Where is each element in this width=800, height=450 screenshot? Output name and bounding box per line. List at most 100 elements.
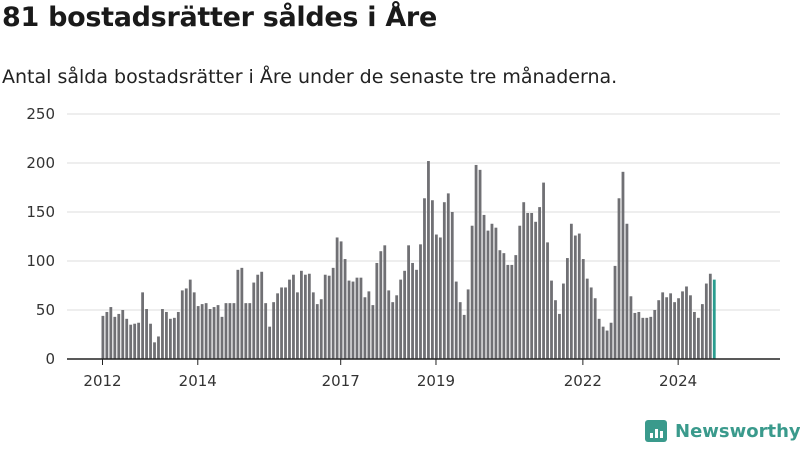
bar — [609, 322, 613, 359]
bar — [423, 198, 426, 359]
bar — [689, 295, 692, 359]
x-tick-label: 2019 — [417, 372, 455, 390]
bar — [446, 193, 450, 359]
bar — [284, 287, 287, 359]
x-tick-label: 2017 — [322, 372, 360, 390]
bar — [347, 280, 351, 359]
bar — [438, 237, 442, 359]
bar — [196, 306, 200, 359]
y-tick-label: 50 — [36, 301, 55, 319]
bar — [558, 313, 561, 359]
bar — [569, 223, 573, 359]
bar — [125, 318, 129, 359]
bar — [141, 292, 144, 359]
bar — [589, 287, 593, 359]
bar — [129, 324, 133, 359]
bar — [161, 309, 164, 359]
bar — [244, 303, 248, 359]
bar-highlight — [712, 279, 716, 359]
bar — [573, 235, 577, 359]
bar — [649, 316, 653, 359]
bar — [165, 311, 168, 359]
bar — [248, 303, 252, 359]
bar — [514, 255, 518, 359]
bar — [665, 297, 669, 359]
y-tick-label: 200 — [26, 154, 55, 172]
bar — [184, 288, 188, 359]
bar — [137, 322, 141, 359]
bar — [371, 305, 375, 359]
bar — [601, 326, 605, 359]
bar — [149, 323, 152, 359]
x-tick-label: 2022 — [564, 372, 602, 390]
bar — [300, 270, 303, 359]
bar — [220, 316, 224, 359]
y-tick-label: 150 — [26, 203, 55, 221]
bar — [355, 277, 359, 359]
bar — [335, 237, 339, 359]
bar — [498, 250, 502, 359]
bar — [415, 269, 418, 359]
bar — [554, 300, 557, 359]
bar — [522, 202, 526, 359]
bar-chart: 0 50 100 150 200 250 2012 2014 2017 2019 2022 2024 8… — [26, 0, 780, 390]
bar — [157, 336, 160, 359]
bar — [236, 269, 240, 359]
bar — [653, 310, 657, 359]
bar — [708, 273, 712, 359]
bar — [506, 264, 510, 359]
bar — [264, 303, 268, 359]
bar — [331, 267, 335, 359]
bar — [216, 305, 220, 359]
bar — [490, 223, 494, 359]
x-tick-label: 2012 — [83, 372, 121, 390]
bar — [645, 317, 649, 359]
bar — [621, 171, 625, 359]
bar — [256, 274, 260, 359]
bar — [542, 182, 545, 359]
bar — [387, 290, 391, 359]
bar — [550, 280, 553, 359]
bar — [661, 292, 665, 359]
bar — [411, 262, 414, 359]
bar — [232, 303, 236, 359]
y-tick-label: 100 — [26, 252, 55, 270]
bar — [188, 279, 192, 359]
bar — [427, 161, 430, 359]
bar — [117, 313, 121, 359]
bar — [546, 242, 549, 359]
bar — [399, 279, 403, 359]
bar — [272, 302, 276, 359]
bar — [200, 304, 204, 359]
bar — [637, 311, 641, 359]
bar — [315, 304, 319, 359]
x-tick-label: 2014 — [179, 372, 217, 390]
bar — [359, 277, 363, 359]
bar — [585, 278, 589, 359]
bar — [260, 271, 264, 359]
bar — [172, 317, 176, 359]
bar — [379, 251, 383, 359]
bar — [458, 302, 462, 359]
bar — [697, 317, 700, 359]
chart-subtitle: Antal sålda bostadsrätter i Åre under de… — [2, 66, 618, 88]
bar — [562, 283, 565, 359]
bar — [153, 342, 156, 359]
bar — [677, 298, 680, 359]
bar — [669, 293, 673, 359]
bar — [450, 212, 454, 359]
bar — [307, 273, 311, 359]
bar — [434, 234, 438, 359]
bar — [462, 314, 466, 359]
bar — [530, 212, 534, 359]
bar — [351, 281, 355, 359]
bar — [431, 200, 434, 359]
bar — [581, 259, 585, 359]
bar — [534, 221, 538, 359]
chart-title: 81 bostadsrätter såldes i Åre — [2, 2, 437, 33]
bar — [113, 316, 117, 359]
bar — [700, 304, 704, 359]
bar — [510, 264, 514, 359]
bar — [323, 274, 327, 359]
bar — [168, 318, 172, 359]
